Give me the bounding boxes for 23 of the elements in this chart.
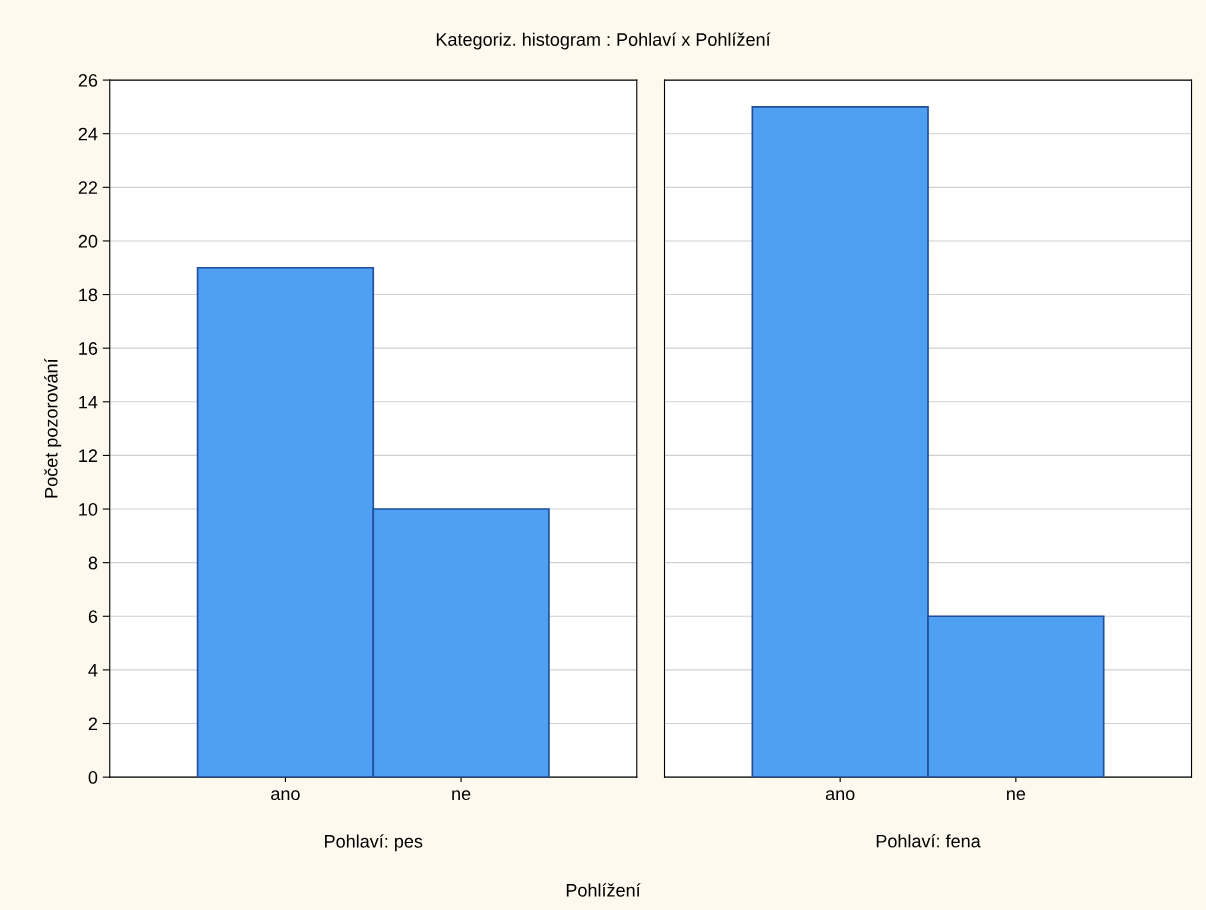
y-axis-title: Počet pozorování — [44, 358, 62, 498]
y-tick-label: 12 — [79, 449, 98, 462]
x-axis-title: Pohlaví: fena — [876, 834, 981, 848]
text: Pohlížení — [566, 883, 641, 897]
x-tick-label: ano — [825, 790, 855, 801]
y-tick-label: 16 — [79, 342, 98, 355]
y-tick-label: 6 — [88, 610, 98, 623]
y-tick-label: 8 — [88, 556, 98, 570]
y-tick-label: 2 — [88, 717, 98, 731]
chart-title: Kategoriz. histogram : Pohlaví x Pohlížení — [436, 32, 771, 50]
y-tick-label: 18 — [79, 288, 98, 302]
y-tick-label: 20 — [78, 234, 98, 248]
y-tick-label: 4 — [88, 664, 98, 677]
x-axis-title: Pohlaví: pes — [325, 834, 423, 852]
y-tick-label: 10 — [79, 502, 98, 516]
x-tick-label: ne — [452, 790, 471, 801]
x-tick-label: ne — [1007, 790, 1026, 801]
y-tick-label: 22 — [78, 181, 98, 194]
y-tick-label: 14 — [79, 395, 98, 409]
y-tick-label: 26 — [78, 74, 98, 87]
x-tick-label: ano — [271, 790, 300, 801]
y-tick-label: 0 — [88, 771, 98, 784]
y-tick-label: 24 — [78, 127, 98, 141]
